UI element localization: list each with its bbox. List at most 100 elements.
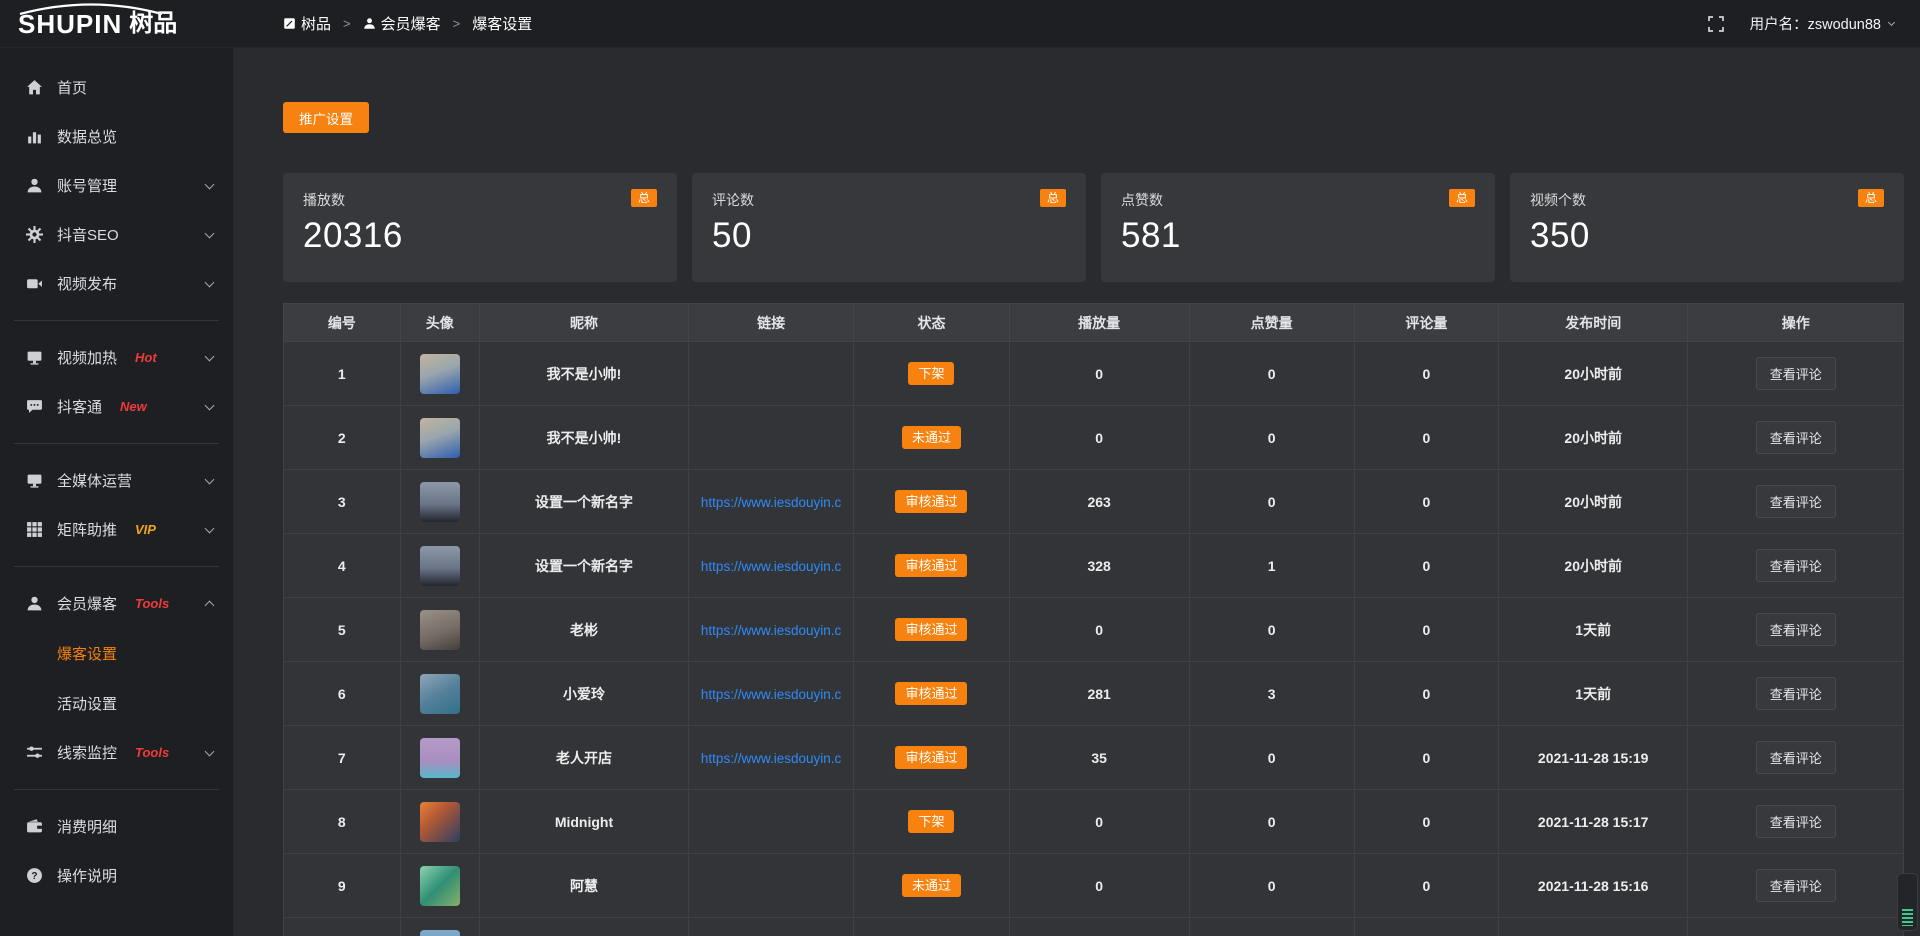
video-link[interactable]: https://www.iesdouyin.c: [700, 494, 842, 510]
chevron-down-icon: [204, 277, 215, 287]
breadcrumb-separator: >: [343, 16, 351, 31]
breadcrumb-label: 爆客设置: [472, 16, 533, 33]
chevron-up-icon: [204, 600, 215, 610]
view-comments-button[interactable]: 查看评论: [1755, 869, 1836, 902]
view-comments-button[interactable]: 查看评论: [1755, 741, 1836, 774]
sidebar-item-member-baoke[interactable]: 会员爆客 Tools: [0, 579, 233, 628]
link-cell: [687, 789, 855, 854]
breadcrumb-item[interactable]: 爆客设置: [472, 13, 532, 34]
view-comments-button[interactable]: 查看评论: [1755, 613, 1836, 646]
view-comments-button[interactable]: 查看评论: [1755, 421, 1836, 454]
logo-cjk-text: 树品: [129, 9, 178, 37]
wallet-icon: [26, 818, 43, 835]
avatar: [419, 609, 460, 650]
sidebar: 首页数据总览账号管理抖音SEO 视频发布视频加热 Hot 抖客通 New 全媒体运营 矩阵助…: [0, 48, 233, 936]
sidebar-item-video-publish[interactable]: 视频发布: [0, 259, 233, 308]
video-link[interactable]: https://www.iesdouyin.c: [700, 750, 842, 766]
status-cell: 未通过: [853, 853, 1010, 918]
avatar: [419, 737, 460, 778]
floating-widget[interactable]: [1897, 873, 1918, 931]
breadcrumb-item[interactable]: 树品: [283, 13, 331, 34]
sidebar-item-media-ops[interactable]: 全媒体运营: [0, 456, 233, 505]
sliders-icon: [26, 744, 43, 761]
promo-settings-button[interactable]: 推广设置: [283, 102, 369, 133]
total-badge: 总: [1448, 189, 1475, 207]
action-cell: 查看评论: [1687, 597, 1904, 662]
sidebar-item-data-overview[interactable]: 数据总览: [0, 112, 233, 161]
green-stripes-indicator: [1902, 909, 1913, 926]
stat-card-value: 350: [1530, 216, 1590, 255]
sidebar-item-consume-detail[interactable]: 消费明细: [0, 802, 233, 851]
view-comments-button[interactable]: 查看评论: [1755, 485, 1836, 518]
action-cell: 查看评论: [1687, 405, 1904, 470]
svg-text:?: ?: [31, 871, 37, 882]
stat-card-label: 视频个数: [1530, 192, 1586, 208]
comments: 0: [1353, 533, 1499, 598]
chevron-down-icon: [204, 179, 215, 189]
comments: 0: [1353, 789, 1499, 854]
view-comments-button[interactable]: 查看评论: [1755, 549, 1836, 582]
sidebar-item-label: 线索监控: [57, 745, 118, 762]
home-icon: [26, 79, 43, 96]
chevron-down-icon: [204, 228, 215, 238]
chevron-down-icon: [204, 523, 215, 533]
table-row: 6 小爱玲 https://www.iesdouyin.c 审核通过 281 3 0 1天前 查…: [283, 661, 1904, 726]
row-id: 8: [283, 789, 401, 854]
plays: 263: [1008, 469, 1190, 534]
top-header: SHUPIN 树品 树品 > 会员爆客 > 爆客设置 用户名：zswodun88: [0, 0, 1920, 48]
chart-icon: [26, 128, 43, 145]
nickname: 阿慧: [479, 853, 689, 918]
logo[interactable]: SHUPIN 树品: [0, 0, 233, 48]
username: 用户名：zswodun88: [1749, 17, 1881, 33]
table-row: 3 设置一个新名字 https://www.iesdouyin.c 审核通过 263 0 0…: [283, 469, 1904, 534]
sidebar-item-label: 账号管理: [57, 178, 118, 195]
row-id: [283, 917, 401, 936]
sidebar-item-ops-guide[interactable]: ? 操作说明: [0, 851, 233, 900]
plays: 0: [1008, 597, 1190, 662]
status-badge: 下架: [908, 362, 955, 385]
plays: 328: [1008, 533, 1190, 598]
stat-card-value: 20316: [303, 216, 403, 255]
sidebar-item-douketong[interactable]: 抖客通 New: [0, 382, 233, 431]
nickname: 我不是小帅!: [479, 405, 689, 470]
view-comments-button[interactable]: 查看评论: [1755, 677, 1836, 710]
avatar-cell: [399, 661, 481, 726]
sidebar-item-account-manage[interactable]: 账号管理: [0, 161, 233, 210]
nickname: 小爱玲: [479, 661, 689, 726]
publish-time: 1天前: [1497, 597, 1689, 662]
sidebar-item-activity-settings[interactable]: 活动设置: [57, 695, 118, 713]
plays: 0: [1008, 341, 1190, 406]
sidebar-item-home[interactable]: 首页: [0, 63, 233, 112]
breadcrumb-item[interactable]: 会员爆客: [363, 13, 441, 34]
video-link[interactable]: https://www.iesdouyin.c: [700, 558, 842, 574]
breadcrumb-separator: >: [452, 16, 461, 31]
fullscreen-icon[interactable]: [1707, 15, 1724, 32]
sidebar-item-label: 数据总览: [57, 129, 118, 146]
action-cell: 查看评论: [1687, 469, 1904, 534]
chevron-down-icon: [204, 351, 215, 361]
divider: [14, 789, 219, 790]
view-comments-button[interactable]: 查看评论: [1755, 357, 1836, 390]
sidebar-item-matrix-boost[interactable]: 矩阵助推 VIP: [0, 505, 233, 554]
sidebar-item-douyin-seo[interactable]: 抖音SEO: [0, 210, 233, 259]
status-badge: 审核通过: [895, 554, 968, 577]
link-cell: [687, 405, 855, 470]
sidebar-item-clue-monitor[interactable]: 线索监控 Tools: [0, 728, 233, 777]
video-link[interactable]: https://www.iesdouyin.c: [700, 622, 842, 638]
video-link[interactable]: https://www.iesdouyin.c: [700, 686, 842, 702]
user-menu[interactable]: 用户名：zswodun88: [1749, 13, 1896, 34]
sidebar-item-baoke-settings[interactable]: 爆客设置: [57, 645, 118, 663]
column-header: 昵称: [479, 303, 689, 342]
account-icon: [26, 177, 43, 194]
comments: 0: [1353, 405, 1499, 470]
member-icon: [26, 595, 43, 612]
table-row: 1 我不是小帅! 下架 0 0 0 20小时前 查看评论: [283, 341, 1904, 406]
grid-icon: [26, 521, 43, 538]
column-header: 操作: [1687, 303, 1904, 342]
status-badge: 下架: [908, 810, 955, 833]
view-comments-button[interactable]: 查看评论: [1755, 805, 1836, 838]
avatar: [419, 801, 460, 842]
sidebar-item-video-heat[interactable]: 视频加热 Hot: [0, 333, 233, 382]
avatar-cell: [399, 341, 481, 406]
divider: [14, 320, 219, 321]
